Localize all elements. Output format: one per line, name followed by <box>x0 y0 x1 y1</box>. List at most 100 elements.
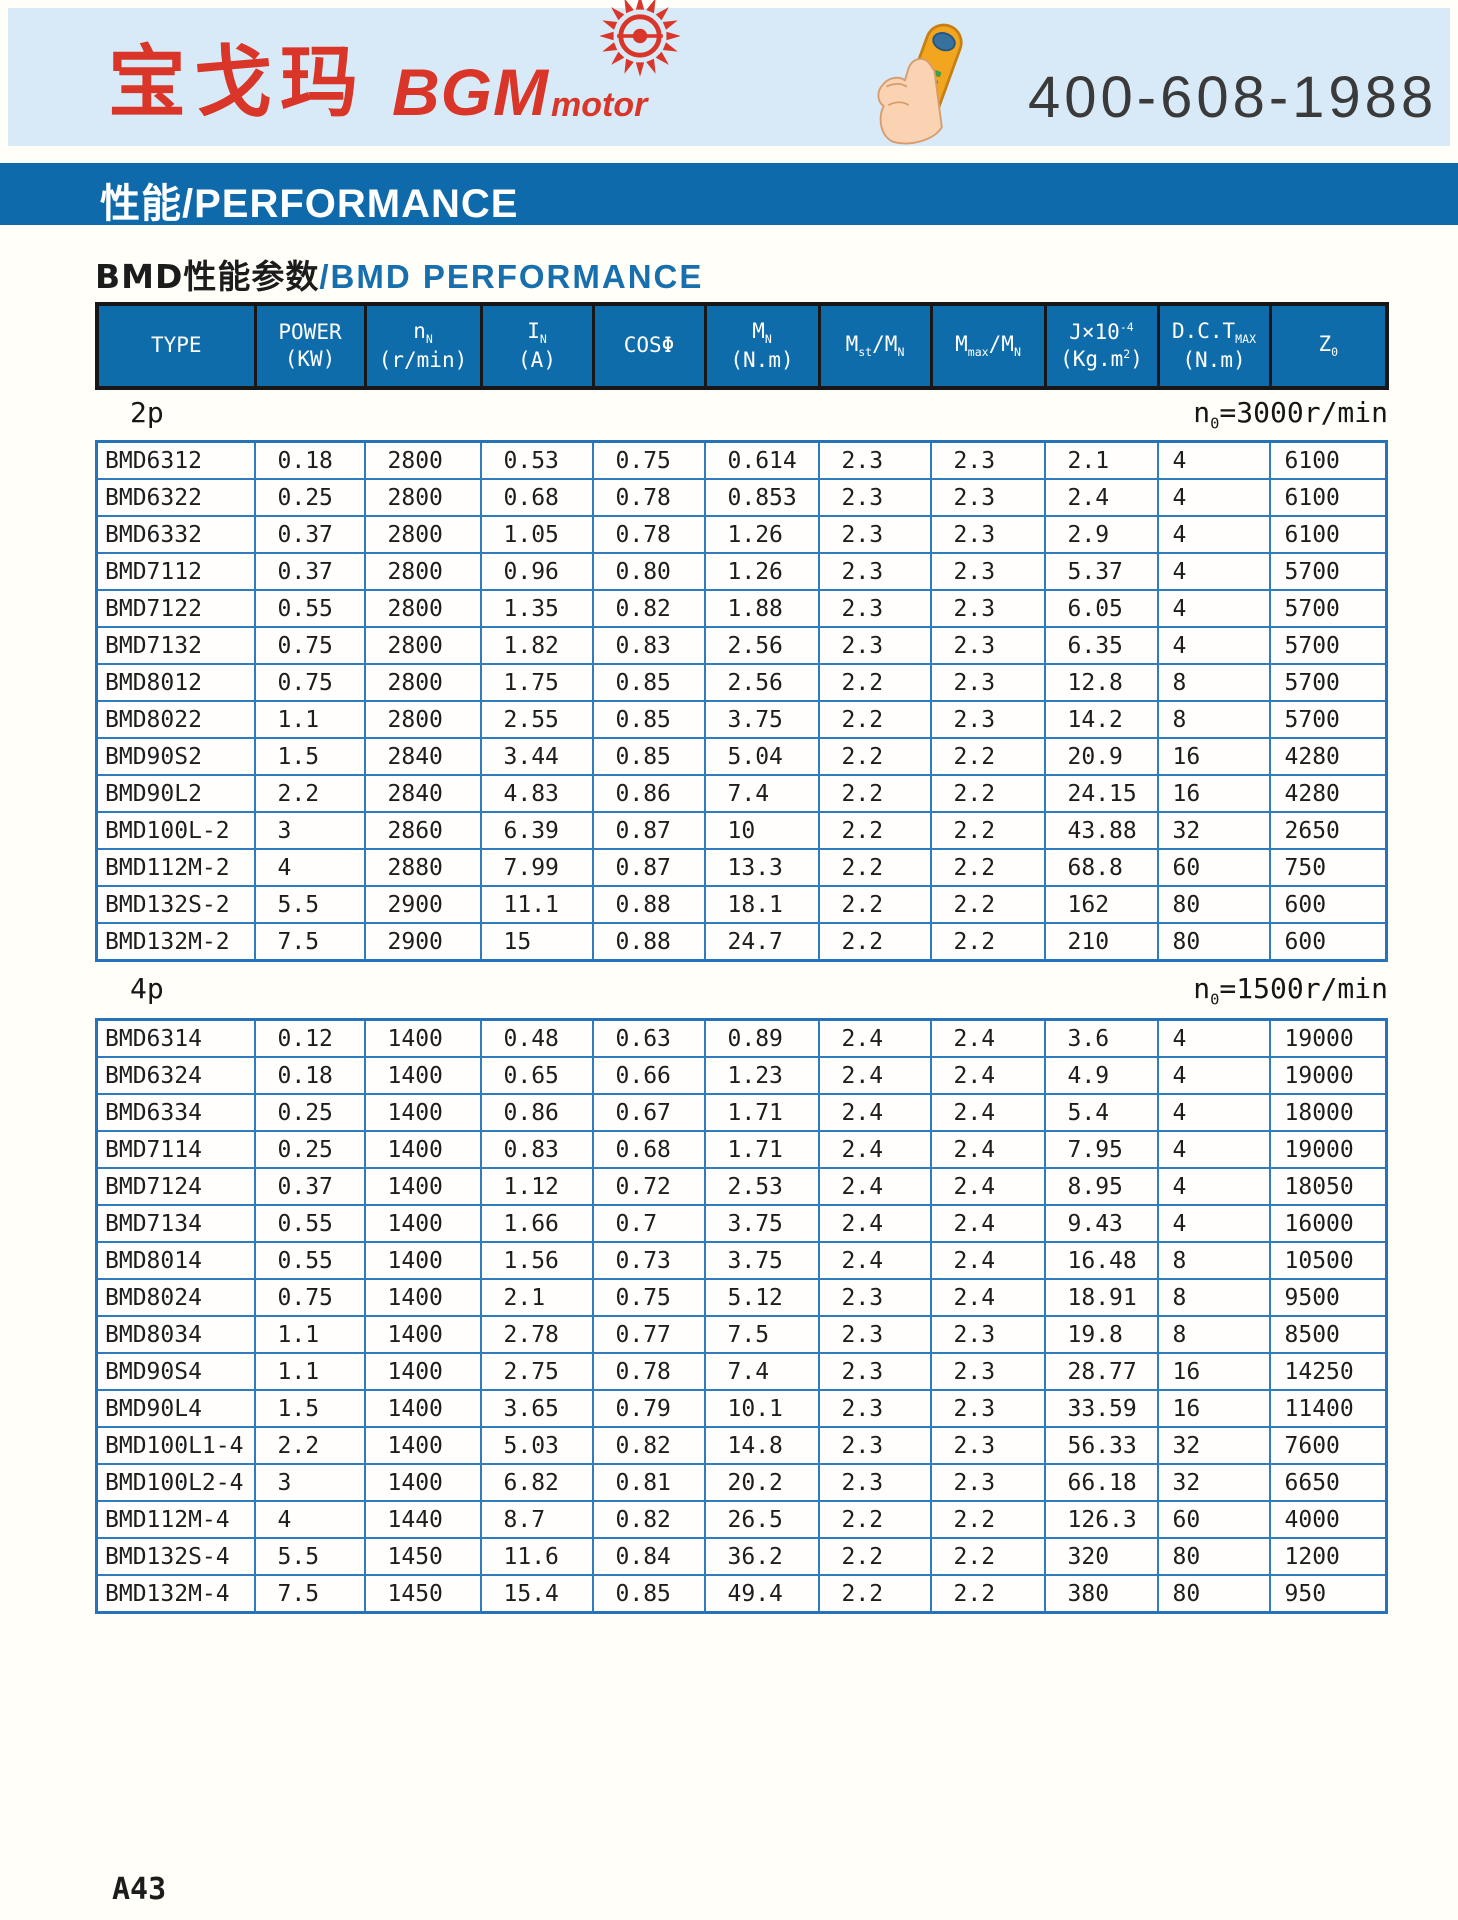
cell-value: 5700 <box>1268 552 1388 591</box>
cell-value: 8 <box>1156 1315 1271 1354</box>
phone-number: 400-608-1988 <box>1028 64 1438 130</box>
cell-value: 2.2 <box>929 737 1046 776</box>
cell-value: 3 <box>253 1463 366 1502</box>
cell-value: 2.3 <box>929 626 1046 665</box>
cell-value: 2.3 <box>817 440 932 480</box>
cell-value: 600 <box>1268 885 1388 924</box>
cell-value: 0.85 <box>591 1574 706 1614</box>
brand-logo: 宝戈玛 BGM motor <box>108 38 647 128</box>
speed-note-4p: n0=1500r/min <box>1193 972 1388 1009</box>
cell-value: 4 <box>253 1500 366 1539</box>
header-band: 宝戈玛 BGM motor <box>8 0 1450 146</box>
cell-value: 162 <box>1043 885 1159 924</box>
cell-type: BMD6314 <box>95 1018 256 1058</box>
brand-logo-chinese: 宝戈玛 <box>108 38 367 128</box>
cell-value: 0.55 <box>253 589 366 628</box>
cell-value: 1200 <box>1268 1537 1388 1576</box>
cell-value: 4 <box>1156 515 1271 554</box>
cell-value: 1.75 <box>479 663 594 702</box>
cell-value: 19000 <box>1268 1018 1388 1058</box>
cell-value: 16 <box>1156 774 1271 813</box>
cell-value: 2.75 <box>479 1352 594 1391</box>
cell-value: 0.80 <box>591 552 706 591</box>
cell-value: 16 <box>1156 1352 1271 1391</box>
cell-value: 1.26 <box>703 552 820 591</box>
cell-value: 5.5 <box>253 1537 366 1576</box>
cell-value: 7600 <box>1268 1426 1388 1465</box>
cell-value: 8.7 <box>479 1500 594 1539</box>
cell-value: 4 <box>1156 626 1271 665</box>
cell-value: 8 <box>1156 700 1271 739</box>
cell-value: 18000 <box>1268 1093 1388 1132</box>
cell-value: 2.2 <box>929 1574 1046 1614</box>
cell-value: 7.5 <box>703 1315 820 1354</box>
cell-value: 80 <box>1156 885 1271 924</box>
cell-value: 32 <box>1156 1463 1271 1502</box>
cell-value: 2.3 <box>929 1352 1046 1391</box>
cell-value: 2.53 <box>703 1167 820 1206</box>
cell-value: 1.5 <box>253 1389 366 1428</box>
cell-value: 0.25 <box>253 478 366 517</box>
cell-value: 80 <box>1156 1537 1271 1576</box>
cell-value: 2.2 <box>817 1537 932 1576</box>
cell-type: BMD90L2 <box>95 774 256 813</box>
table-row: BMD132M-4 7.5 1450 15.4 0.85 49.4 2.2 2.2 380 80 9… <box>95 1574 1388 1614</box>
cell-value: 1400 <box>363 1352 482 1391</box>
cell-value: 1.71 <box>703 1130 820 1169</box>
cell-value: 0.75 <box>253 1278 366 1317</box>
cell-value: 2.4 <box>817 1056 932 1095</box>
cell-value: 8 <box>1156 1278 1271 1317</box>
cell-value: 2.78 <box>479 1315 594 1354</box>
cell-value: 0.78 <box>591 1352 706 1391</box>
cell-value: 1450 <box>363 1574 482 1614</box>
cell-value: 4 <box>1156 589 1271 628</box>
cell-value: 2.3 <box>929 700 1046 739</box>
cell-value: 4 <box>1156 1093 1271 1132</box>
performance-table-header: TYPE POWER (KW) nN (r/min) IN (A) COSΦ M… <box>95 302 1389 390</box>
cell-value: 10500 <box>1268 1241 1388 1280</box>
cell-value: 2.3 <box>929 589 1046 628</box>
cell-type: BMD132S-4 <box>95 1537 256 1576</box>
cell-value: 0.84 <box>591 1537 706 1576</box>
cell-value: 4 <box>1156 440 1271 480</box>
cell-value: 2.1 <box>479 1278 594 1317</box>
cell-value: 0.55 <box>253 1204 366 1243</box>
cell-value: 1400 <box>363 1389 482 1428</box>
table-row: BMD100L2-4 3 1400 6.82 0.81 20.2 2.3 2.3 66.18 32… <box>95 1463 1388 1502</box>
cell-value: 4 <box>1156 1056 1271 1095</box>
cell-value: 1.35 <box>479 589 594 628</box>
cell-value: 0.614 <box>703 440 820 480</box>
cell-value: 12.8 <box>1043 663 1159 702</box>
cell-value: 1440 <box>363 1500 482 1539</box>
cell-value: 0.85 <box>591 700 706 739</box>
cell-value: 16 <box>1156 737 1271 776</box>
cell-value: 1400 <box>363 1278 482 1317</box>
cell-type: BMD8014 <box>95 1241 256 1280</box>
cell-value: 0.18 <box>253 440 366 480</box>
cell-value: 0.96 <box>479 552 594 591</box>
cell-value: 2.3 <box>817 1352 932 1391</box>
cell-value: 2.2 <box>253 774 366 813</box>
cell-value: 1400 <box>363 1167 482 1206</box>
cell-value: 0.82 <box>591 589 706 628</box>
cell-value: 7.95 <box>1043 1130 1159 1169</box>
cell-value: 2860 <box>363 811 482 850</box>
cell-type: BMD7114 <box>95 1130 256 1169</box>
cell-value: 2.3 <box>817 1426 932 1465</box>
cell-value: 2.4 <box>1043 478 1159 517</box>
cell-value: 0.78 <box>591 515 706 554</box>
cell-value: 1400 <box>363 1204 482 1243</box>
cell-value: 2.4 <box>817 1204 932 1243</box>
cell-type: BMD8034 <box>95 1315 256 1354</box>
cell-value: 2.3 <box>929 515 1046 554</box>
cell-value: 2.4 <box>817 1018 932 1058</box>
cell-value: 0.87 <box>591 848 706 887</box>
cell-value: 7.4 <box>703 1352 820 1391</box>
table-row: BMD8034 1.1 1400 2.78 0.77 7.5 2.3 2.3 19.8 8 8500 <box>95 1315 1388 1354</box>
performance-banner: 性能/PERFORMANCE <box>0 163 1458 226</box>
cell-type: BMD132M-4 <box>95 1574 256 1614</box>
cell-value: 4 <box>1156 1204 1271 1243</box>
cell-value: 2.2 <box>929 848 1046 887</box>
cell-value: 32 <box>1156 1426 1271 1465</box>
